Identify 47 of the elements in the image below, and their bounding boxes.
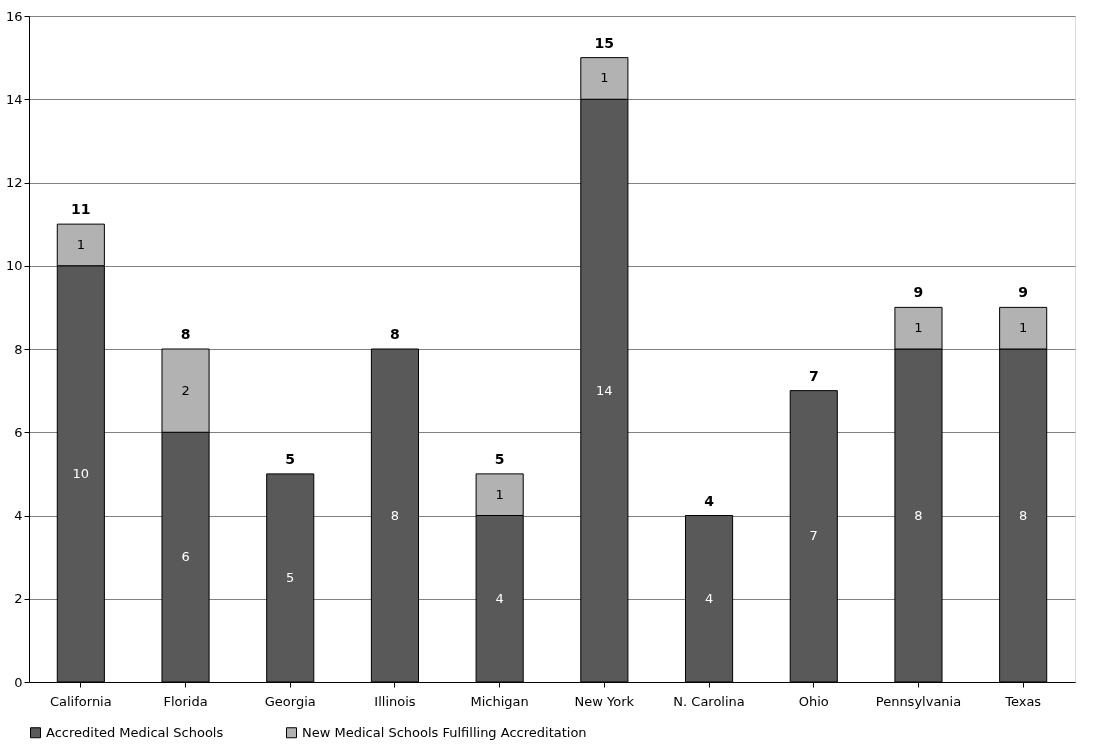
y-tick-label: 4 [14, 508, 23, 523]
total-label: 11 [71, 201, 91, 218]
x-tick-label: Georgia [264, 693, 316, 709]
total-label: 9 [913, 284, 924, 301]
x-tick-label: Texas [1004, 693, 1042, 709]
x-tick-label: Pennsylvania [875, 693, 962, 709]
legend-label: Accredited Medical Schools [46, 724, 224, 740]
total-label: 15 [594, 34, 615, 51]
total-label: 5 [285, 450, 296, 467]
data-label: 10 [72, 465, 90, 481]
x-tick-label: N. Carolina [673, 693, 745, 709]
data-label: 14 [596, 382, 613, 398]
y-tick-label: 6 [14, 424, 23, 440]
total-label: 9 [1018, 284, 1029, 301]
legend-label: New Medical Schools Fulfilling Accreditation [302, 724, 587, 740]
x-tick-label: Florida [163, 693, 208, 709]
data-label: 8 [390, 507, 400, 523]
x-tick-label: Illinois [374, 693, 416, 709]
total-label: 5 [494, 450, 505, 467]
data-label: 1 [914, 320, 923, 336]
y-tick-label: 10 [5, 258, 23, 274]
data-label: 8 [1019, 507, 1028, 523]
total-label: 8 [390, 326, 400, 342]
total-label: 7 [808, 367, 819, 384]
data-label: 2 [181, 382, 190, 398]
y-tick-label: 8 [14, 341, 23, 357]
total-label: 8 [180, 326, 191, 342]
y-tick-label: 14 [5, 91, 23, 107]
x-tick-label: New York [574, 693, 635, 709]
data-label: 1 [1019, 320, 1028, 336]
data-label: 1 [76, 236, 85, 252]
x-tick-label: Michigan [470, 693, 529, 709]
x-tick-label: Ohio [798, 693, 829, 709]
data-label: 1 [600, 70, 609, 86]
total-label: 4 [704, 492, 715, 509]
data-label: 8 [914, 507, 923, 523]
data-label: 4 [495, 590, 504, 606]
y-tick-label: 16 [5, 8, 23, 24]
data-label: 7 [809, 528, 818, 544]
y-tick-label: 12 [5, 175, 23, 190]
y-tick-label: 2 [14, 591, 23, 607]
y-tick-label: 0 [14, 674, 23, 690]
data-label: 4 [704, 590, 714, 606]
data-label: 5 [286, 569, 295, 585]
x-tick-label: California [49, 693, 112, 709]
data-label: 1 [495, 486, 504, 502]
data-label: 6 [181, 549, 190, 565]
